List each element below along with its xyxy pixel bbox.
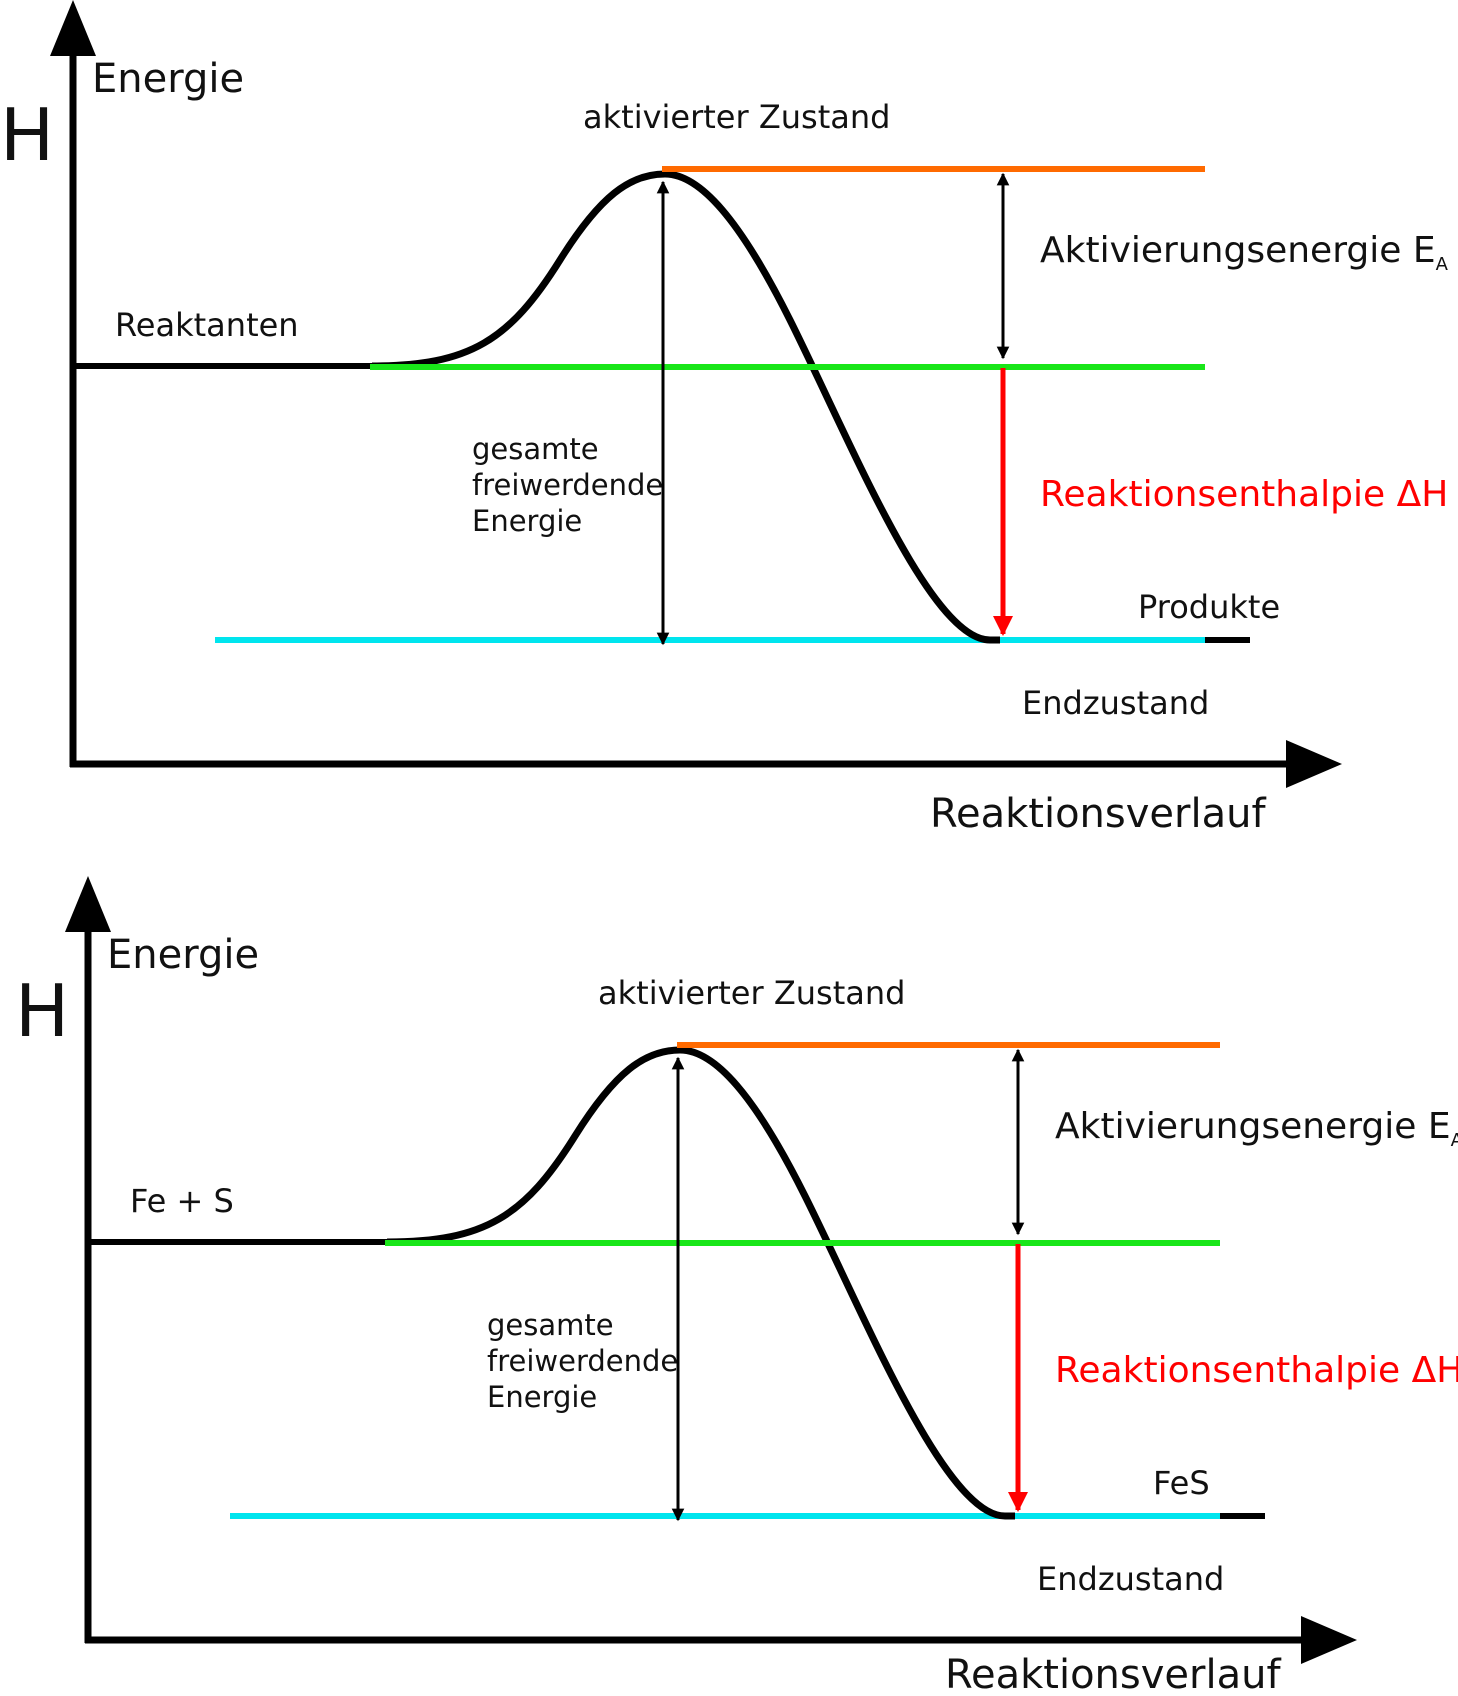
y-axis-label: Energie (92, 56, 244, 102)
y-axis-arrowhead (50, 0, 96, 56)
activated-state-label: aktivierter Zustand (583, 98, 890, 136)
reaction-curve (386, 1046, 1015, 1520)
product-label: Produkte (1138, 588, 1280, 626)
reactant-label: Reaktanten (115, 306, 299, 344)
product-label: FeS (1153, 1464, 1210, 1502)
energy-diagram-2: H Energie aktivierter Zustand Aktivierun… (15, 876, 1458, 1696)
enthalpy-label: Reaktionsenthalpie ΔH (1040, 474, 1448, 515)
activation-energy-label: Aktivierungsenergie EA (1055, 1106, 1458, 1151)
y-axis-label: Energie (107, 932, 259, 978)
x-axis-label: Reaktionsverlauf (945, 1652, 1281, 1696)
total-energy-label-line-2: freiwerdende (487, 1344, 678, 1378)
activation-energy-label: Aktivierungsenergie EA (1040, 230, 1449, 275)
y-axis-arrowhead (65, 876, 111, 932)
total-energy-label-line-2: freiwerdende (472, 468, 663, 502)
total-energy-label-line-1: gesamte (472, 432, 599, 466)
x-axis-label: Reaktionsverlauf (930, 791, 1266, 837)
x-axis-arrowhead (1301, 1616, 1357, 1664)
total-energy-label-line-3: Energie (487, 1380, 597, 1414)
enthalpy-label: Reaktionsenthalpie ΔH (1055, 1350, 1458, 1391)
final-state-label: Endzustand (1022, 684, 1209, 722)
reactant-label: Fe + S (130, 1182, 234, 1220)
final-state-label: Endzustand (1037, 1560, 1224, 1598)
x-axis-arrowhead (1286, 740, 1342, 788)
energy-diagram-1: H Energie aktivierter Zustand Aktivierun… (0, 0, 1449, 837)
total-energy-label-line-3: Energie (472, 504, 582, 538)
activated-state-label: aktivierter Zustand (598, 974, 905, 1012)
reaction-curve (371, 170, 1000, 644)
y-axis-symbol: H (15, 969, 69, 1053)
total-energy-label-line-1: gesamte (487, 1308, 614, 1342)
y-axis-symbol: H (0, 93, 54, 177)
